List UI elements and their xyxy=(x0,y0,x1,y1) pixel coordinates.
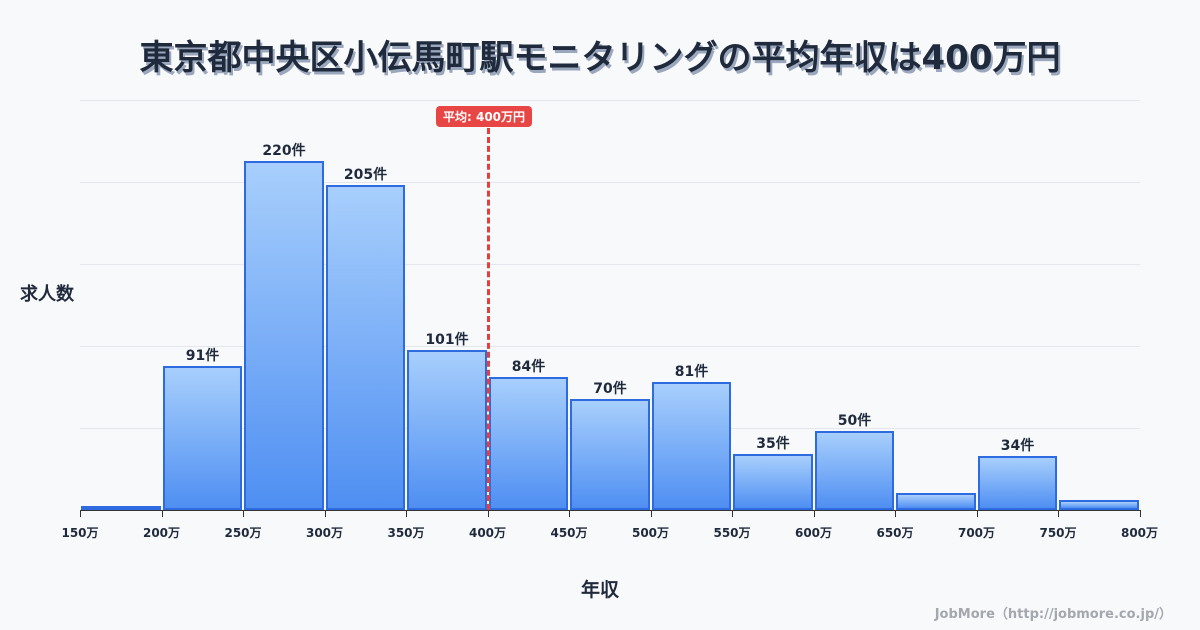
chart-title: 東京都中央区小伝馬町駅モニタリングの平均年収は400万円 xyxy=(139,38,1061,78)
bar-value-label: 81件 xyxy=(674,363,709,380)
x-tick xyxy=(569,510,570,517)
x-tick-label: 500万 xyxy=(631,526,670,540)
bar-value-label: 84件 xyxy=(511,358,546,375)
histogram-bar xyxy=(488,376,568,510)
x-tick-label: 400万 xyxy=(468,526,507,540)
x-tick xyxy=(487,510,489,517)
histogram-bar xyxy=(814,430,894,510)
bar-value-label: 101件 xyxy=(425,331,469,348)
histogram-bar xyxy=(733,454,813,510)
bar-value-label: 70件 xyxy=(593,380,627,397)
x-tick-label: 200万 xyxy=(142,526,181,540)
gridline xyxy=(80,100,1140,101)
x-tick xyxy=(1139,510,1141,517)
x-tick xyxy=(161,510,163,517)
mean-line xyxy=(487,128,490,510)
bar-value-label: 34件 xyxy=(1000,438,1035,455)
bar-value-label: 35件 xyxy=(756,436,790,453)
x-tick xyxy=(895,510,896,517)
x-tick-label: 800万 xyxy=(1120,526,1159,540)
histogram-bar xyxy=(162,365,242,510)
x-tick xyxy=(324,510,326,517)
y-axis-label: 求人数 xyxy=(20,284,74,305)
x-tick xyxy=(813,510,815,517)
bar-value-label: 50件 xyxy=(837,412,872,429)
x-tick-label: 150万 xyxy=(61,526,99,540)
gridline xyxy=(80,346,1140,347)
x-tick xyxy=(406,510,407,517)
bar-value-label: 205件 xyxy=(343,166,388,183)
bar-value-label: 91件 xyxy=(185,347,220,364)
bar-value-label: 220件 xyxy=(262,143,306,159)
histogram-bar xyxy=(896,492,976,510)
histogram-bar xyxy=(81,506,161,510)
x-tick-label: 350万 xyxy=(387,526,425,540)
histogram-bar xyxy=(651,381,731,510)
credit-text: JobMore（http://jobmore.co.jp/） xyxy=(934,607,1172,622)
x-tick xyxy=(243,510,244,517)
x-axis-line xyxy=(80,510,1140,511)
x-tick xyxy=(650,510,652,517)
x-tick-label: 650万 xyxy=(876,526,914,540)
x-tick xyxy=(80,510,81,517)
x-tick-label: 300万 xyxy=(305,526,344,540)
histogram-bar xyxy=(1059,500,1139,510)
x-tick xyxy=(732,510,733,517)
x-tick xyxy=(976,510,978,517)
mean-badge: 平均: 400万円 xyxy=(436,106,533,127)
x-tick-label: 250万 xyxy=(224,526,262,540)
histogram-bar xyxy=(244,161,324,510)
x-tick-label: 550万 xyxy=(713,526,751,540)
histogram-bar xyxy=(977,456,1057,510)
x-tick-label: 750万 xyxy=(1039,526,1077,540)
histogram-bar xyxy=(407,349,487,510)
x-tick-label: 600万 xyxy=(794,526,833,540)
histogram-bar xyxy=(570,398,650,510)
x-tick xyxy=(1058,510,1059,517)
x-tick-label: 700万 xyxy=(957,526,996,540)
histogram-bar xyxy=(325,184,405,510)
gridline xyxy=(80,182,1140,183)
gridline xyxy=(80,264,1140,265)
x-tick-label: 450万 xyxy=(550,526,588,540)
x-axis-label: 年収 xyxy=(580,579,619,601)
